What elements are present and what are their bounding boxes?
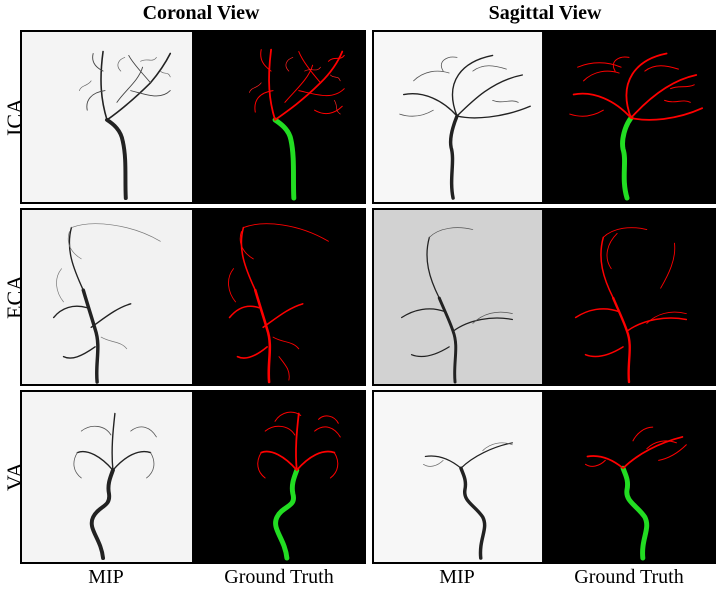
footer-coronal-mip: MIP — [88, 566, 124, 588]
va-sagittal-panel — [372, 390, 716, 564]
eca-sagittal-ground-truth — [542, 210, 714, 384]
eca-coronal-mip-image — [22, 210, 193, 384]
eca-sagittal-gt-vessels — [574, 227, 688, 384]
ica-coronal-mip-vessels — [78, 50, 172, 201]
ica-coronal-mip-image — [22, 32, 193, 202]
va-sagittal-mip-vessels — [423, 442, 513, 560]
footer-sagittal-mip: MIP — [439, 566, 475, 588]
ica-sagittal-panel — [372, 30, 716, 204]
footer-sagittal-ground-truth: Ground Truth — [574, 566, 684, 588]
ica-sagittal-ground-truth — [542, 32, 714, 202]
va-coronal-mip-vessels — [73, 412, 157, 561]
eca-sagittal-mip-vessels — [401, 227, 514, 384]
va-coronal-gt-vessels — [257, 411, 341, 561]
eca-coronal-mip-vessels — [52, 223, 161, 384]
ica-sagittal-mip-vessels — [399, 54, 531, 200]
sagittal-view-header: Sagittal View — [488, 2, 602, 24]
va-sagittal-gt-vessels — [585, 426, 687, 561]
va-sagittal-mip-image — [374, 392, 543, 562]
ica-coronal-panel — [20, 30, 366, 204]
ica-sagittal-gt-vessels — [569, 52, 704, 201]
eca-coronal-gt-vessels — [228, 223, 329, 384]
ica-coronal-gt-vessels — [248, 48, 345, 201]
eca-coronal-ground-truth — [192, 210, 364, 384]
eca-coronal-panel — [20, 208, 366, 386]
eca-sagittal-panel — [372, 208, 716, 386]
coronal-view-header: Coronal View — [142, 2, 260, 24]
footer-coronal-ground-truth: Ground Truth — [224, 566, 334, 588]
va-coronal-mip-image — [22, 392, 193, 562]
eca-sagittal-mip-image — [374, 210, 543, 384]
va-coronal-panel — [20, 390, 366, 564]
